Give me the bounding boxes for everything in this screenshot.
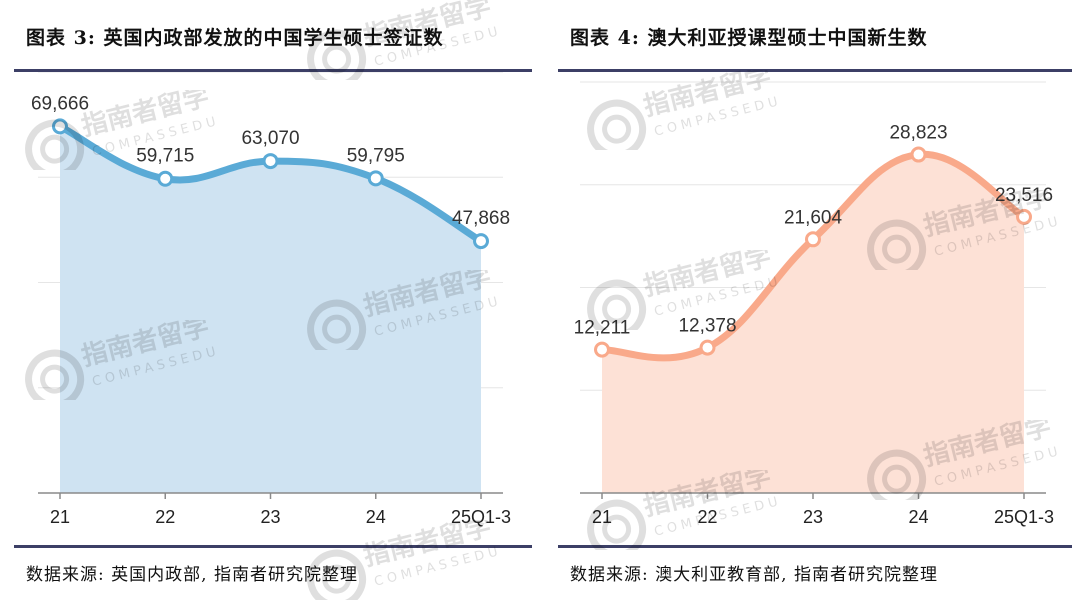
data-point [699, 339, 716, 356]
data-label: 28,823 [889, 123, 947, 144]
data-label: 69,666 [31, 93, 89, 114]
title-rule-left [14, 69, 532, 72]
chart-title-left: 图表 3: 英国内政部发放的中国学生硕士签证数 [26, 27, 444, 49]
source-rule-left [14, 545, 532, 548]
data-point [157, 170, 174, 187]
x-tick-label: 24 [908, 507, 928, 527]
data-label: 12,378 [678, 316, 736, 337]
title-rule-right [558, 69, 1072, 72]
data-point [1016, 208, 1032, 225]
data-label: 23,516 [995, 185, 1053, 206]
x-tick-label: 25Q1-3 [451, 507, 511, 527]
data-label: 21,604 [784, 207, 843, 228]
data-label: 59,715 [136, 146, 194, 167]
data-point [262, 153, 279, 170]
x-tick-label: 23 [803, 507, 823, 527]
data-point [473, 233, 489, 250]
x-tick-label: 21 [50, 507, 70, 527]
x-tick-label: 21 [592, 507, 612, 527]
chart-title-right: 图表 4: 澳大利亚授课型硕士中国新生数 [570, 27, 928, 49]
area-fill-right [602, 154, 1024, 493]
chart-panel-right: 图表 4: 澳大利亚授课型硕士中国新生数 12,211 21 12,378 22 21,… [558, 0, 1072, 606]
data-label: 12,211 [574, 318, 631, 339]
x-tick-label: 22 [697, 507, 717, 527]
data-label: 59,795 [347, 145, 405, 166]
data-label: 63,070 [241, 128, 299, 149]
source-note-right: 数据来源: 澳大利亚教育部, 指南者研究院整理 [570, 565, 938, 585]
chart-panel-left: 图表 3: 英国内政部发放的中国学生硕士签证数 69,666 21 59,715 22… [14, 0, 532, 606]
x-tick-label: 25Q1-3 [994, 507, 1054, 527]
x-tick-label: 24 [366, 507, 386, 527]
data-point [805, 231, 821, 248]
x-tick-label: 23 [260, 507, 280, 527]
data-point [367, 170, 384, 187]
chart-au-students: 12,211 21 12,378 22 21,604 23 28,823 24 23,516 25… [574, 81, 1054, 527]
chart-uk-visas: 69,666 21 59,715 22 63,070 23 59,795 24 47,868 25… [31, 72, 511, 527]
data-point [594, 341, 610, 358]
area-fill-left [60, 126, 481, 493]
x-tick-label: 22 [155, 507, 175, 527]
data-point [52, 118, 68, 135]
data-label: 47,868 [452, 208, 510, 229]
source-note-left: 数据来源: 英国内政部, 指南者研究院整理 [26, 565, 358, 585]
source-rule-right [558, 545, 1072, 548]
data-point [910, 146, 927, 163]
